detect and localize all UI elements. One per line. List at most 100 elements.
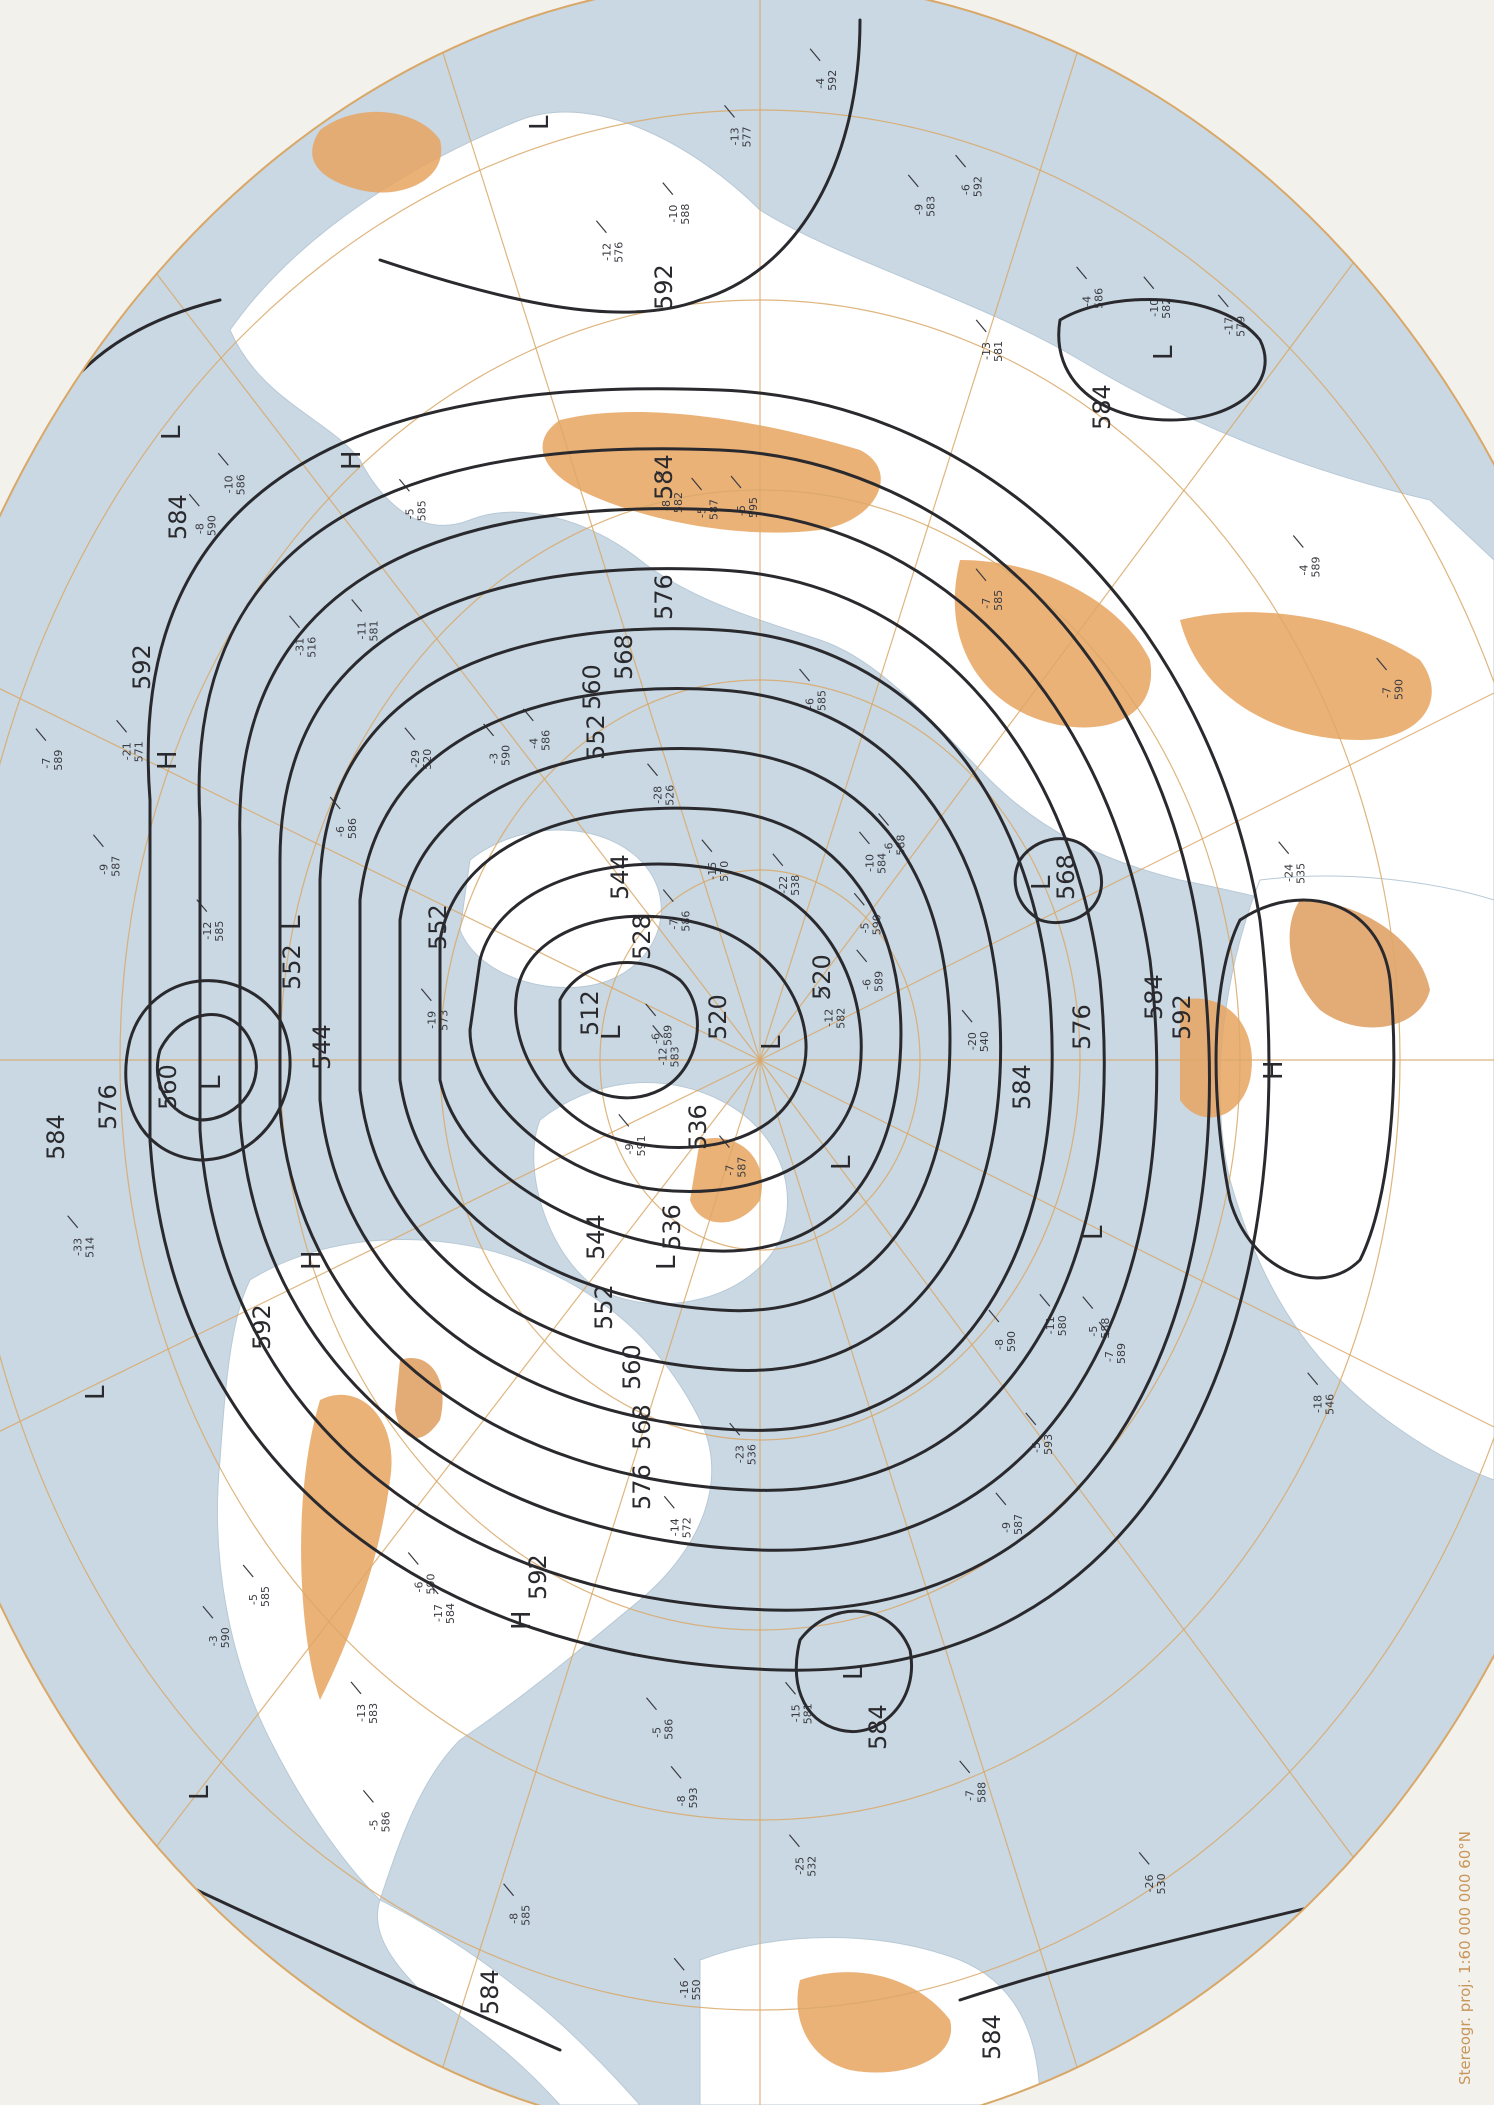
- contour-label: 536: [684, 1104, 712, 1150]
- high-centre-label: H: [507, 1610, 537, 1630]
- station-height: 593: [1042, 1434, 1055, 1455]
- station-height: 590: [1393, 679, 1406, 700]
- station-height: 588: [679, 204, 692, 225]
- contour-label: 592: [248, 1304, 276, 1350]
- contour-label: 592: [524, 1554, 552, 1600]
- contour-label: 584: [1008, 1064, 1036, 1110]
- station-height: 532: [805, 1856, 818, 1877]
- low-centre-label: L: [81, 1385, 111, 1400]
- contour-label: 520: [808, 954, 836, 1000]
- contour-label: 520: [704, 994, 732, 1040]
- contour-label: 592: [128, 644, 156, 690]
- station-height: 584: [875, 853, 888, 874]
- low-centre-label: L: [652, 1255, 682, 1270]
- station-height: 586: [539, 730, 552, 751]
- contour-label: 576: [628, 1464, 656, 1510]
- contour-label: 576: [94, 1084, 122, 1130]
- low-centre-label: L: [185, 1785, 215, 1800]
- station-height: 580: [1056, 1315, 1069, 1336]
- contour-label: 584: [864, 1704, 892, 1750]
- station-height: 536: [746, 1444, 759, 1465]
- station-height: 571: [133, 741, 146, 762]
- station-height: 592: [826, 70, 839, 91]
- station-height: 572: [680, 1517, 693, 1538]
- contour-label: 552: [582, 714, 610, 760]
- low-centre-label: L: [757, 1035, 787, 1050]
- station-height: 590: [1005, 1331, 1018, 1352]
- station-height: 538: [789, 875, 802, 896]
- contour-label: 560: [578, 664, 606, 710]
- contour-label: 576: [1068, 1004, 1096, 1050]
- contour-label: 576: [650, 574, 678, 620]
- contour-label: 552: [278, 944, 306, 990]
- station-height: 585: [213, 921, 226, 942]
- contour-label: 536: [658, 1204, 686, 1250]
- station-height: 576: [612, 242, 625, 263]
- station-height: 593: [687, 1787, 700, 1808]
- low-centre-label: L: [525, 115, 555, 130]
- station-height: 590: [500, 745, 513, 766]
- station-height: 589: [52, 750, 65, 771]
- station-height: 587: [735, 1157, 748, 1178]
- station-height: 585: [520, 1905, 533, 1926]
- contour-label: 592: [650, 264, 678, 310]
- station-height: 550: [690, 1979, 703, 2000]
- station-height: 592: [972, 176, 985, 197]
- contour-label: 544: [606, 854, 634, 900]
- contour-label: 552: [590, 1284, 618, 1330]
- contour-label: 544: [308, 1024, 336, 1070]
- station-height: 577: [741, 126, 754, 147]
- contour-label: 560: [154, 1064, 182, 1110]
- low-centre-label: L: [1027, 875, 1057, 890]
- station-height: 514: [84, 1237, 97, 1258]
- low-centre-label: L: [827, 1155, 857, 1170]
- contour-label: 584: [1140, 974, 1168, 1020]
- station-height: 590: [205, 515, 218, 536]
- station-height: 540: [978, 1031, 991, 1052]
- station-height: 589: [873, 971, 886, 992]
- station-height: 526: [664, 785, 677, 806]
- low-centre-label: L: [157, 425, 187, 440]
- contour-label: 528: [628, 914, 656, 960]
- station-height: 586: [346, 818, 359, 839]
- station-height: 546: [1324, 1394, 1337, 1415]
- station-height: 587: [1012, 1514, 1025, 1535]
- contour-label: 568: [628, 1404, 656, 1450]
- low-centre-label: L: [1079, 1225, 1109, 1240]
- low-centre-label: L: [197, 1075, 227, 1090]
- station-height: 581: [992, 341, 1005, 362]
- station-height: 583: [924, 196, 937, 217]
- station-height: 589: [1115, 1343, 1128, 1364]
- contour-label: 560: [618, 1344, 646, 1390]
- high-centre-label: H: [1259, 1060, 1289, 1080]
- contour-label: 568: [610, 634, 638, 680]
- contour-label: 584: [476, 1969, 504, 2015]
- station-height: 585: [992, 590, 1005, 611]
- station-height: 535: [1295, 863, 1308, 884]
- station-height: 582: [834, 1008, 847, 1029]
- contour-label: 592: [1168, 994, 1196, 1040]
- station-height: 590: [219, 1627, 232, 1648]
- station-height: 589: [1309, 557, 1322, 578]
- contour-label: 584: [164, 494, 192, 540]
- station-height: 583: [367, 1703, 380, 1724]
- station-height: 585: [415, 500, 428, 521]
- projection-legend: Stereogr. proj. 1:60 000 000 60°N: [1456, 1831, 1474, 2085]
- station-height: 584: [444, 1603, 457, 1624]
- station-height: 583: [669, 1046, 682, 1067]
- station-height: 530: [1155, 1873, 1168, 1894]
- station-height: 586: [379, 1811, 392, 1832]
- station-height: 587: [109, 856, 122, 877]
- contour-label: 552: [424, 904, 452, 950]
- station-height: 516: [306, 637, 319, 658]
- contour-label: 544: [582, 1214, 610, 1260]
- contour-label: 584: [650, 454, 678, 500]
- high-centre-label: H: [153, 750, 183, 770]
- high-centre-label: H: [297, 1250, 327, 1270]
- contour-label: 584: [978, 2014, 1006, 2060]
- low-centre-label: L: [839, 1665, 869, 1680]
- high-centre-label: H: [337, 450, 367, 470]
- contour-label: 584: [1088, 384, 1116, 430]
- station-height: 585: [816, 690, 829, 711]
